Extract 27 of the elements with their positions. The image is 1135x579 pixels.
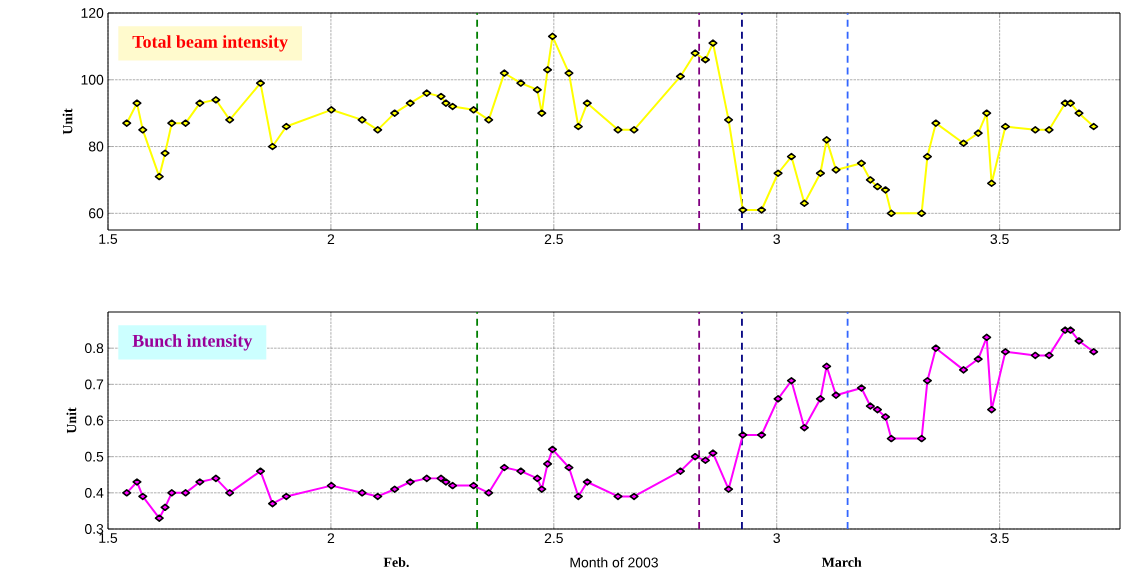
y-tick-label: 100 (81, 74, 104, 85)
x-tick-label: 3 (773, 533, 780, 544)
x-tick-label: 2.5 (544, 234, 563, 245)
x-tick-label: 1.5 (99, 533, 118, 543)
x-tick-label: 3.5 (990, 533, 1009, 544)
x-tick-label: 2 (327, 234, 335, 244)
x-tick-label: 2 (327, 533, 335, 543)
text: Feb. (383, 557, 409, 568)
y-tick-label: 80 (88, 141, 104, 152)
text: Total beam intensity (132, 35, 288, 52)
x-tick-label: 3 (773, 234, 780, 245)
y-tick-label: 0.3 (84, 524, 104, 534)
y-tick-label: 0.4 (84, 487, 104, 498)
y-tick-label: 0.6 (84, 415, 104, 426)
text: Bunch intensity (132, 334, 253, 351)
y-tick-label: 120 (81, 8, 104, 18)
x-tick-label: 1.5 (99, 234, 118, 244)
text: March (821, 557, 862, 568)
y-tick-label: 60 (89, 208, 104, 219)
x-axis-title: Month of 2003 (570, 557, 658, 568)
y-tick-label: 0.8 (84, 343, 104, 354)
y-tick-label: 0.5 (84, 451, 104, 462)
x-tick-label: 3.5 (990, 234, 1009, 245)
x-tick-label: 2.5 (544, 533, 563, 544)
y-axis-title: Unit (66, 407, 77, 434)
y-tick-label: 0.7 (84, 379, 104, 390)
y-axis-title: Unit (62, 108, 73, 135)
